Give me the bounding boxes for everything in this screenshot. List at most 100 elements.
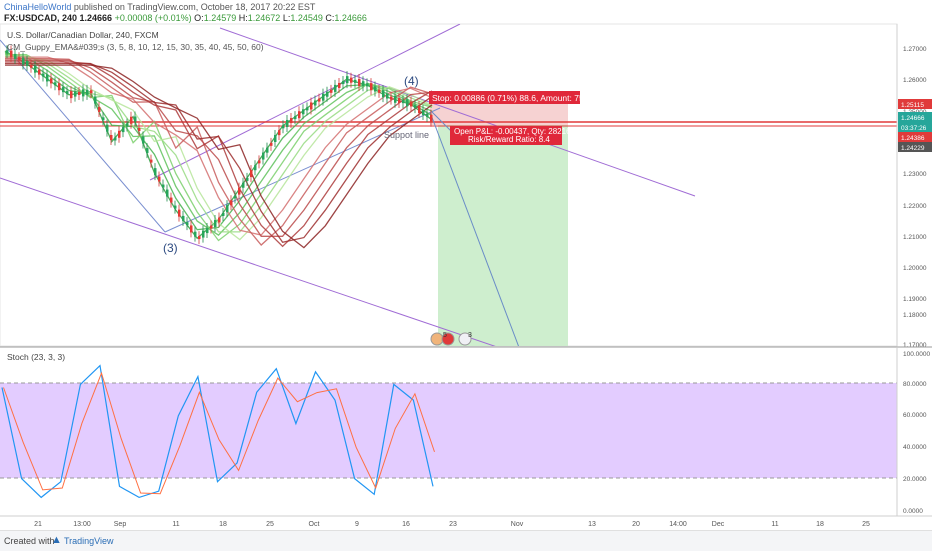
candle-body [382,90,385,98]
candle-body [194,231,197,237]
candle-body [346,76,349,84]
candle-body [30,64,33,68]
stoch-d-line [3,371,435,495]
tradingview-logo-icon[interactable]: ▲ [51,534,62,546]
price-tick-label: 1.19000 [903,296,927,303]
time-tick-label: Oct [309,521,320,528]
candle-body [154,168,157,176]
guppy-ema-line [5,55,433,233]
candle-body [138,128,141,132]
candle-body [250,170,253,178]
candle-body [286,119,289,127]
created-with-text: Created with [4,536,55,546]
guppy-ema-line [4,52,433,236]
stoch-title: Stoch (23, 3, 3) [7,352,65,362]
us-flag-icon[interactable] [458,332,472,346]
candle-body [306,107,309,111]
price-badge-label: 1.24229 [901,145,925,152]
published-text: published on TradingView.com, October 18… [73,2,316,12]
candle-body [422,109,425,115]
projection-line[interactable] [429,111,520,350]
channel-upper-line[interactable] [149,24,461,181]
price-axis[interactable]: 1.270001.260001.250001.240001.230001.220… [896,24,932,349]
event-flag-icon[interactable] [430,332,444,346]
stoch-tick-label: 100.0000 [903,351,930,358]
stoch-pane[interactable]: Stoch (23, 3, 3) [0,348,897,516]
wave3-label: (3) [163,241,178,255]
author-link[interactable]: ChinaHelloWorld [4,2,72,12]
event-flag-icon-2[interactable] [441,332,455,346]
l-value: 1.24549 [290,13,323,23]
candle-body [278,130,281,136]
price-badge-label: 1.25115 [901,102,924,109]
trendline-left[interactable] [0,39,166,233]
support-line-label: Suppot line [384,130,429,140]
c-label: C: [325,13,335,23]
pnl-text: Open P&L: -0.00437, Qty: 28216 [454,127,571,136]
candle-body [414,105,417,109]
candle-body [354,79,357,83]
stoch-axis[interactable]: 100.0000 80.0000 60.0000 40.0000 20.0000 0.00… [896,348,930,516]
lower-channel-line[interactable] [0,177,500,348]
publish-line: ChinaHelloWorld published on TradingView… [4,2,315,12]
time-tick-label: Dec [712,521,725,528]
candle-body [310,102,313,110]
chart-canvas[interactable]: (4) (3) Suppot line Stop: 0.00886 (0.71%… [0,0,932,530]
candle-body [122,127,125,133]
time-tick-label: 16 [402,521,410,528]
candle-body [170,197,173,203]
candle-body [402,100,405,104]
pnl-info-box[interactable] [450,126,562,145]
price-change: +0.00008 (+0.01%) [114,13,192,23]
candle-body [166,189,169,197]
stoch-band [0,383,897,478]
time-tick-label: 18 [816,521,824,528]
time-tick-label: 14:00 [669,521,687,528]
candle-body [266,147,269,153]
candle-body [350,77,353,83]
candle-body [46,74,49,82]
candle-body [226,205,229,213]
candle-body [106,124,109,132]
time-axis[interactable]: 21 13:00 Sep 11 18 25 Oct 9 16 23 Nov 13 20 14:00 Dec 1… [0,515,932,528]
stop-info-box[interactable] [429,91,580,104]
target-zone[interactable] [438,125,568,350]
time-tick-label: 11 [172,521,179,528]
l-label: L: [282,13,291,23]
candle-body [98,106,101,112]
candle-body [394,95,397,103]
tradingview-brand[interactable]: TradingView [64,536,114,546]
candle-body [214,220,217,228]
indicator-legend[interactable]: CM_Guppy_EMA&#039;s (3, 5, 8, 10, 12, 15… [7,42,264,52]
main-pane[interactable]: (4) (3) Suppot line Stop: 0.00886 (0.71%… [0,23,898,350]
o-value: 1.24579 [203,13,237,23]
candle-body [54,82,57,86]
candle-body [130,116,133,124]
stoch-tick-label: 40.0000 [903,444,927,451]
candle-body [274,134,277,142]
candle-body [150,159,153,163]
candle-body [42,73,45,77]
candle-body [34,65,37,73]
price-badge [898,99,932,109]
candle-body [238,187,241,195]
last-price: 1.24666 [79,13,113,23]
candles [6,45,433,245]
candle-body [174,205,177,209]
candle-body [26,60,29,66]
candle-body [378,89,381,93]
candle-body [82,89,85,97]
candle-body [258,160,261,164]
resistance-line[interactable] [219,27,696,197]
time-tick-label: Nov [511,521,524,528]
guppy-ema-line [5,54,433,242]
price-axis-bg [897,24,932,346]
candle-body [242,182,245,188]
price-badge-label: 1.24386 [901,135,925,142]
candle-body [334,84,337,92]
candle-body [178,209,181,217]
candle-body [314,100,317,106]
candle-body [342,81,345,85]
price-badge [898,142,932,152]
stoch-tick-label: 80.0000 [903,381,927,388]
